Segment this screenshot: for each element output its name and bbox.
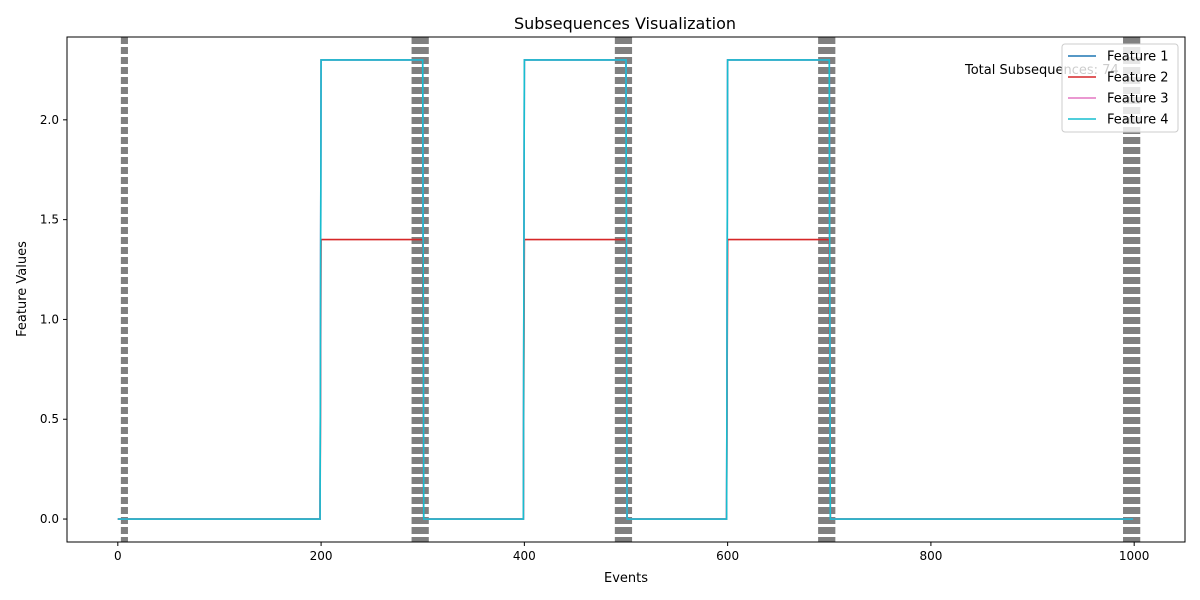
y-tick-label: 0.0 [40, 512, 59, 526]
subsequence-boundaries [122, 37, 1139, 542]
chart-title: Subsequences Visualization [514, 14, 736, 33]
legend: Feature 1 Feature 2 Feature 3 Feature 4 [1062, 44, 1178, 132]
y-tick-label: 0.5 [40, 412, 59, 426]
legend-label-feature-3: Feature 3 [1107, 92, 1169, 107]
y-axis-label: Feature Values [15, 241, 30, 337]
x-tick-label: 400 [513, 549, 536, 563]
legend-label-feature-2: Feature 2 [1107, 71, 1169, 86]
x-axis: 0 200 400 600 800 1000 [114, 542, 1149, 563]
x-tick-label: 600 [716, 549, 739, 563]
y-tick-label: 1.5 [40, 213, 59, 227]
x-tick-label: 800 [919, 549, 942, 563]
x-tick-label: 0 [114, 549, 122, 563]
x-tick-label: 1000 [1119, 549, 1150, 563]
legend-label-feature-4: Feature 4 [1107, 113, 1169, 128]
y-axis: 0.0 0.5 1.0 1.5 2.0 [40, 113, 67, 526]
plot-area [67, 37, 1185, 542]
x-tick-label: 200 [310, 549, 333, 563]
legend-label-feature-1: Feature 1 [1107, 50, 1169, 65]
y-tick-label: 1.0 [40, 312, 59, 326]
x-axis-label: Events [604, 571, 648, 586]
y-tick-label: 2.0 [40, 113, 59, 127]
